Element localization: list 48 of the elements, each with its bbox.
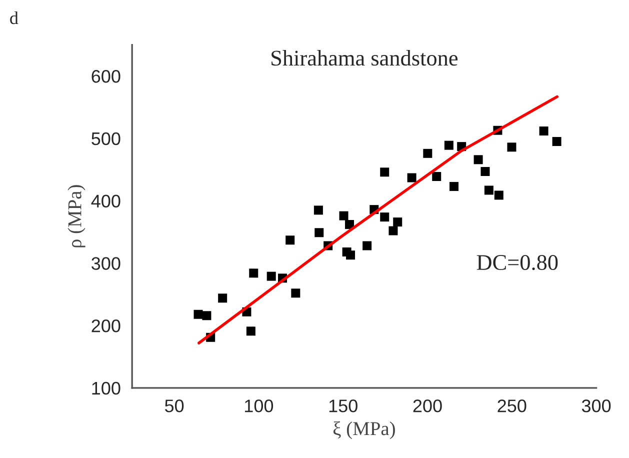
x-tick-label: 200 — [413, 400, 442, 412]
y-axis-title: ρ (MPa) — [68, 185, 86, 248]
y-tick-label: 100 — [92, 382, 120, 395]
point — [480, 166, 490, 176]
point — [249, 268, 258, 278]
point — [346, 250, 356, 260]
line-series — [198, 95, 559, 344]
point — [484, 186, 494, 195]
point — [393, 218, 402, 227]
point — [266, 272, 276, 281]
y-tick-label: 400 — [91, 194, 120, 208]
point — [449, 182, 458, 191]
point — [380, 212, 390, 222]
point — [407, 173, 416, 182]
point — [246, 326, 256, 336]
point — [423, 148, 432, 158]
point — [494, 190, 504, 200]
point — [539, 126, 548, 136]
point — [339, 211, 348, 220]
point — [314, 206, 323, 215]
point — [202, 311, 212, 320]
y-tick-label: 600 — [92, 70, 120, 83]
annotation: DC=0.80 — [476, 254, 558, 270]
point — [474, 155, 483, 164]
x-tick-label: 250 — [498, 400, 526, 412]
y-tick-label: 300 — [92, 257, 120, 270]
point — [380, 168, 390, 177]
x-tick-label: 50 — [164, 400, 184, 412]
point — [432, 172, 442, 181]
point — [362, 241, 372, 250]
point — [345, 220, 354, 230]
x-tick-label: 100 — [245, 400, 274, 412]
point — [218, 294, 228, 303]
point — [314, 228, 324, 238]
point — [388, 226, 398, 236]
point — [291, 288, 300, 298]
text: d — [10, 11, 18, 24]
y-tick-label: 500 — [92, 132, 120, 146]
point — [194, 310, 203, 319]
point — [444, 140, 454, 150]
x-tick-label: 150 — [329, 400, 358, 412]
x-tick-label: 300 — [582, 400, 611, 412]
point — [286, 236, 295, 245]
chart-title: Shirahama sandstone — [272, 50, 458, 66]
x-axis-title: ξ (MPa) — [333, 421, 395, 440]
point — [552, 137, 562, 146]
point — [507, 142, 516, 152]
y-tick-label: 200 — [92, 319, 120, 332]
